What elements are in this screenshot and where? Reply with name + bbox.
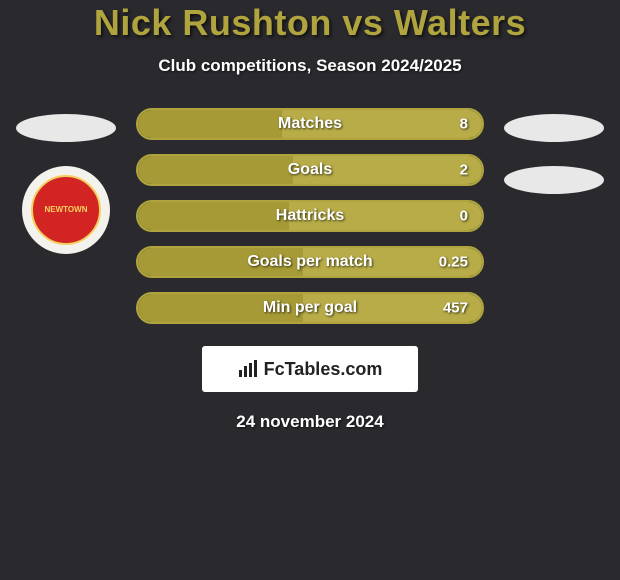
- stat-value-right: 0: [460, 208, 468, 225]
- stat-bar: Matches 8: [136, 108, 484, 140]
- stat-label: Goals: [288, 161, 332, 179]
- stat-value-right: 0.25: [439, 254, 468, 271]
- brand-text: FcTables.com: [264, 359, 383, 380]
- page-title: Nick Rushton vs Walters: [0, 2, 620, 44]
- subtitle: Club competitions, Season 2024/2025: [0, 56, 620, 76]
- stat-label: Hattricks: [276, 207, 344, 225]
- stat-fill-left: [138, 110, 282, 138]
- date-line: 24 november 2024: [0, 412, 620, 432]
- stat-label: Matches: [278, 115, 342, 133]
- crest-badge: NEWTOWN: [31, 175, 101, 245]
- stat-value-right: 2: [460, 162, 468, 179]
- stat-label: Goals per match: [247, 253, 372, 271]
- comparison-row: NEWTOWN Matches 8 Goals 2 Hattricks 0 Goals pe…: [0, 108, 620, 324]
- stat-value-right: 8: [460, 116, 468, 133]
- right-team-oval-logo-1: [504, 114, 604, 142]
- stat-value-right: 457: [443, 300, 468, 317]
- stats-bars: Matches 8 Goals 2 Hattricks 0 Goals per match 0…: [136, 108, 484, 324]
- left-team-oval-logo: [16, 114, 116, 142]
- brand-box: FcTables.com: [202, 346, 418, 392]
- stat-fill-left: [138, 202, 289, 230]
- stat-fill-left: [138, 156, 293, 184]
- stat-label: Min per goal: [263, 299, 357, 317]
- right-player-col: [502, 108, 606, 194]
- stat-bar: Hattricks 0: [136, 200, 484, 232]
- chart-icon: [238, 360, 258, 378]
- left-team-crest: NEWTOWN: [22, 166, 110, 254]
- stat-bar: Min per goal 457: [136, 292, 484, 324]
- left-player-col: NEWTOWN: [14, 108, 118, 254]
- stat-bar: Goals per match 0.25: [136, 246, 484, 278]
- right-team-oval-logo-2: [504, 166, 604, 194]
- stat-bar: Goals 2: [136, 154, 484, 186]
